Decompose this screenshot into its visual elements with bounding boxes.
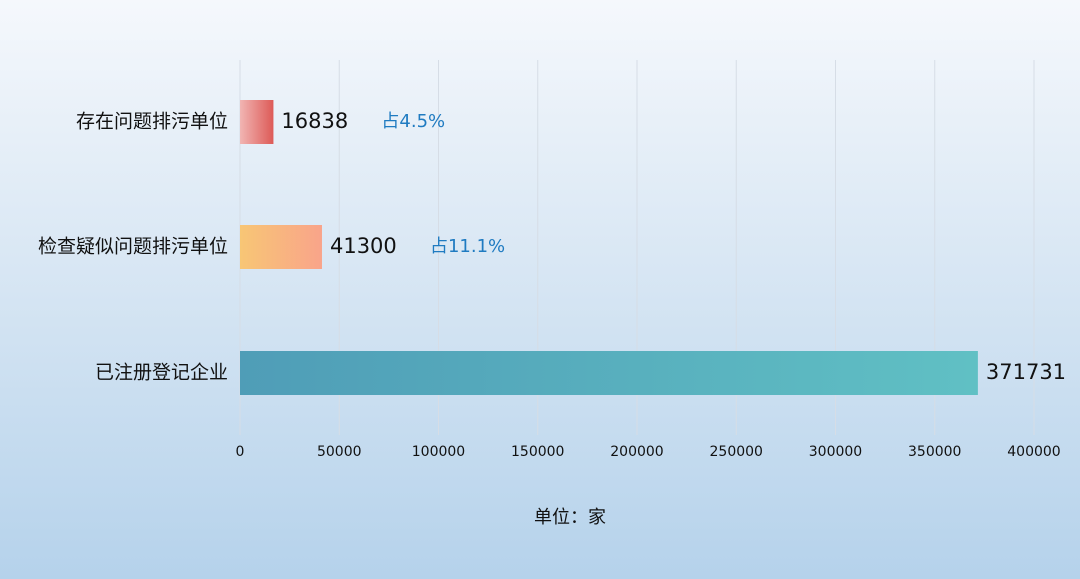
x-tick-label: 250000	[710, 444, 763, 460]
value-label: 41300	[330, 234, 397, 258]
x-tick-label: 350000	[908, 444, 961, 460]
bar	[240, 225, 322, 269]
x-tick-label: 0	[236, 444, 245, 460]
bar	[240, 351, 978, 395]
x-tick-label: 50000	[317, 444, 362, 460]
annotation: 占4.5%	[381, 111, 445, 132]
value-label: 371731	[986, 360, 1066, 384]
x-axis-label: 单位：家	[534, 507, 606, 528]
bar	[240, 100, 274, 144]
x-tick-label: 300000	[809, 444, 862, 460]
annotation: 占11.1%	[430, 236, 505, 257]
x-tick-label: 200000	[610, 444, 663, 460]
y-tick-label: 已注册登记企业	[95, 362, 228, 384]
y-tick-label: 检查疑似问题排污单位	[38, 236, 228, 258]
x-tick-label: 400000	[1007, 444, 1060, 460]
y-tick-label: 存在问题排污单位	[76, 111, 228, 133]
x-tick-label: 150000	[511, 444, 564, 460]
value-label: 16838	[281, 109, 348, 133]
x-tick-label: 100000	[412, 444, 465, 460]
